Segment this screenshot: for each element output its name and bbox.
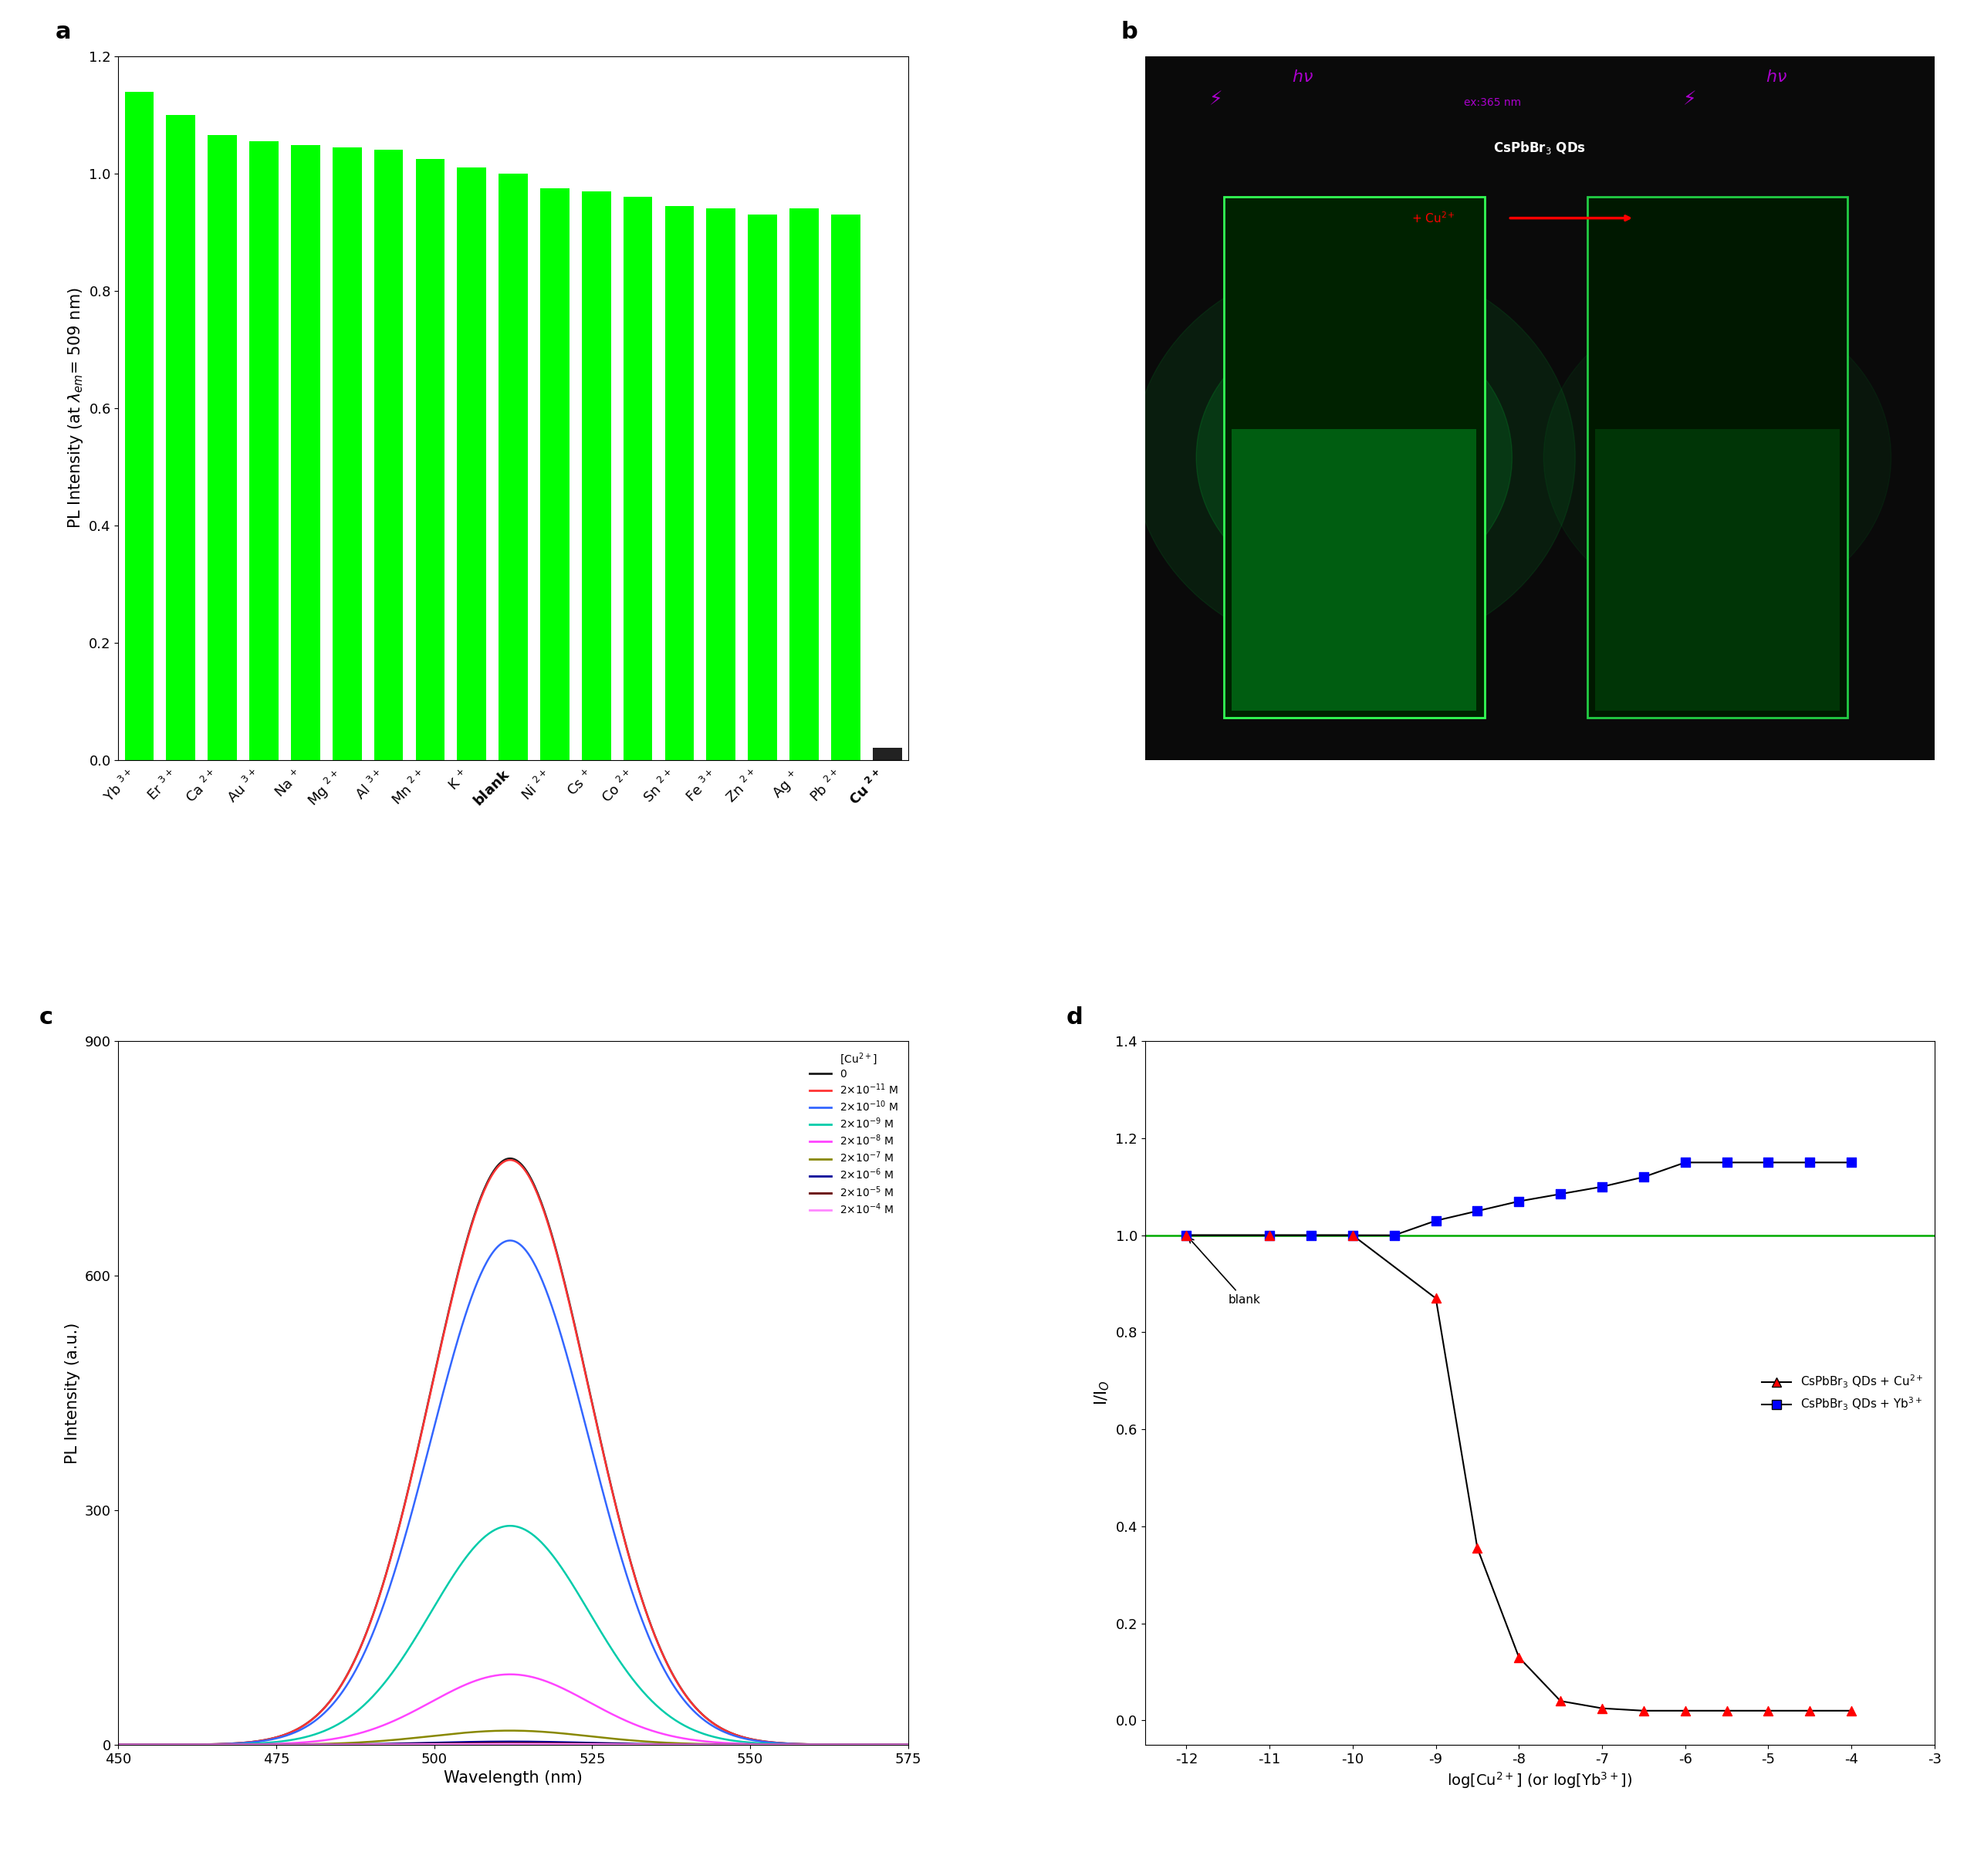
Bar [166, 114, 195, 760]
Point [1836, 1696, 1867, 1726]
Circle shape [1196, 317, 1512, 598]
Bar [124, 92, 154, 760]
Bar [541, 188, 569, 760]
Text: ⚡: ⚡ [1684, 90, 1696, 109]
Point [1836, 1148, 1867, 1178]
Text: $h\nu$: $h\nu$ [1293, 69, 1313, 84]
Circle shape [1599, 353, 1836, 563]
Point [1461, 1197, 1492, 1227]
Bar [249, 141, 278, 760]
Point [1711, 1696, 1743, 1726]
Point [1502, 1186, 1534, 1216]
Bar [790, 208, 819, 760]
Text: blank: blank [1188, 1238, 1259, 1306]
Bar [1595, 430, 1840, 711]
Point [1753, 1696, 1784, 1726]
Text: d: d [1066, 1006, 1084, 1028]
Point [1546, 1178, 1577, 1208]
Circle shape [1244, 358, 1465, 555]
Circle shape [1544, 302, 1891, 612]
Bar [417, 159, 444, 760]
Point [1461, 1533, 1492, 1563]
Point [1419, 1283, 1451, 1313]
Bar [373, 150, 403, 760]
Circle shape [1638, 386, 1796, 527]
Text: c: c [39, 1006, 53, 1028]
Circle shape [1283, 394, 1425, 520]
Text: ex:365 nm: ex:365 nm [1465, 98, 1520, 107]
Point [1711, 1148, 1743, 1178]
Point [1794, 1696, 1826, 1726]
Text: ⚡: ⚡ [1210, 90, 1222, 109]
Bar [665, 206, 695, 760]
Bar [499, 174, 527, 760]
Point [1629, 1696, 1660, 1726]
Point [1253, 1219, 1285, 1249]
X-axis label: log[Cu$^{2+}$] (or log[Yb$^{3+}$]): log[Cu$^{2+}$] (or log[Yb$^{3+}$]) [1447, 1771, 1632, 1790]
Point [1629, 1161, 1660, 1191]
Bar [290, 146, 320, 760]
Point [1587, 1694, 1619, 1724]
Bar [1224, 197, 1484, 717]
Bar [1587, 197, 1848, 717]
Y-axis label: PL Intensity (a.u.): PL Intensity (a.u.) [65, 1323, 81, 1463]
Point [1295, 1219, 1327, 1249]
Point [1171, 1219, 1202, 1249]
Text: CsPbBr$_3$ QDs: CsPbBr$_3$ QDs [1494, 139, 1585, 156]
Bar [582, 191, 610, 760]
Point [1670, 1696, 1702, 1726]
Bar [207, 135, 237, 760]
Legend: CsPbBr$_3$ QDs + Cu$^{2+}$, CsPbBr$_3$ QDs + Yb$^{3+}$: CsPbBr$_3$ QDs + Cu$^{2+}$, CsPbBr$_3$ Q… [1757, 1369, 1929, 1416]
Point [1546, 1687, 1577, 1717]
Bar [624, 197, 653, 760]
Point [1794, 1148, 1826, 1178]
Bar [831, 214, 861, 760]
Point [1336, 1219, 1368, 1249]
Legend: [Cu$^{2+}$], 0, 2×10$^{-11}$ M, 2×10$^{-10}$ M, 2×10$^{-9}$ M, 2×10$^{-8}$ M, 2×: [Cu$^{2+}$], 0, 2×10$^{-11}$ M, 2×10$^{-… [805, 1047, 902, 1219]
Point [1336, 1219, 1368, 1249]
Text: a: a [55, 21, 71, 43]
Bar [458, 167, 486, 760]
Text: $h\nu$: $h\nu$ [1767, 69, 1786, 84]
Bar [748, 214, 778, 760]
Y-axis label: PL Intensity (at $\lambda_{em}$= 509 nm): PL Intensity (at $\lambda_{em}$= 509 nm) [65, 287, 85, 529]
Point [1753, 1148, 1784, 1178]
Point [1587, 1172, 1619, 1203]
Bar [1232, 430, 1477, 711]
Point [1378, 1219, 1409, 1249]
Point [1502, 1642, 1534, 1672]
Bar [873, 749, 902, 760]
Text: b: b [1121, 21, 1139, 43]
Point [1253, 1219, 1285, 1249]
Point [1419, 1206, 1451, 1236]
Bar [707, 208, 736, 760]
Circle shape [1133, 261, 1575, 655]
Point [1171, 1219, 1202, 1249]
X-axis label: Wavelength (nm): Wavelength (nm) [444, 1771, 582, 1786]
Point [1670, 1148, 1702, 1178]
Bar [332, 148, 361, 760]
Y-axis label: I/I$_O$: I/I$_O$ [1094, 1381, 1111, 1405]
Text: + Cu$^{2+}$: + Cu$^{2+}$ [1411, 210, 1455, 225]
